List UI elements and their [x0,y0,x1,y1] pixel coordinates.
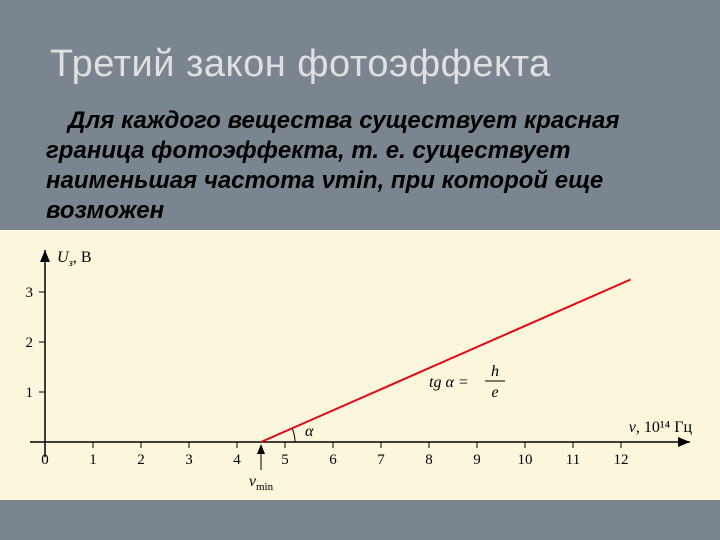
y-tick-label: 1 [26,385,34,401]
formula-den: e [491,384,498,401]
x-tick-label: 11 [566,452,580,468]
x-tick-label: 0 [41,452,49,468]
formula-num: h [491,363,499,380]
x-tick-label: 7 [377,452,385,468]
slide-title: Третий закон фотоэффекта [50,43,670,86]
x-tick-label: 12 [614,452,629,468]
slide-body: Для каждого вещества существует красная … [46,106,674,226]
x-tick-label: 6 [329,452,337,468]
x-axis-label: ν, 10¹⁴ Гц [629,419,693,436]
chart-svg: 0123456789101112123Uз, Bν, 10¹⁴ Гцνminαt… [0,230,720,500]
x-tick-label: 3 [185,452,193,468]
x-tick-label: 8 [425,452,433,468]
x-tick-label: 4 [233,452,241,468]
x-tick-label: 5 [281,452,289,468]
chart-container: 0123456789101112123Uз, Bν, 10¹⁴ Гцνminαt… [0,230,720,500]
x-tick-label: 9 [473,452,481,468]
y-tick-label: 3 [26,285,34,301]
y-tick-label: 2 [26,335,34,351]
formula-lhs: tg α = [429,374,469,391]
x-tick-label: 10 [518,452,533,468]
x-tick-label: 1 [89,452,97,468]
alpha-label: α [305,423,314,440]
x-tick-label: 2 [137,452,145,468]
chart-bg [0,230,720,500]
